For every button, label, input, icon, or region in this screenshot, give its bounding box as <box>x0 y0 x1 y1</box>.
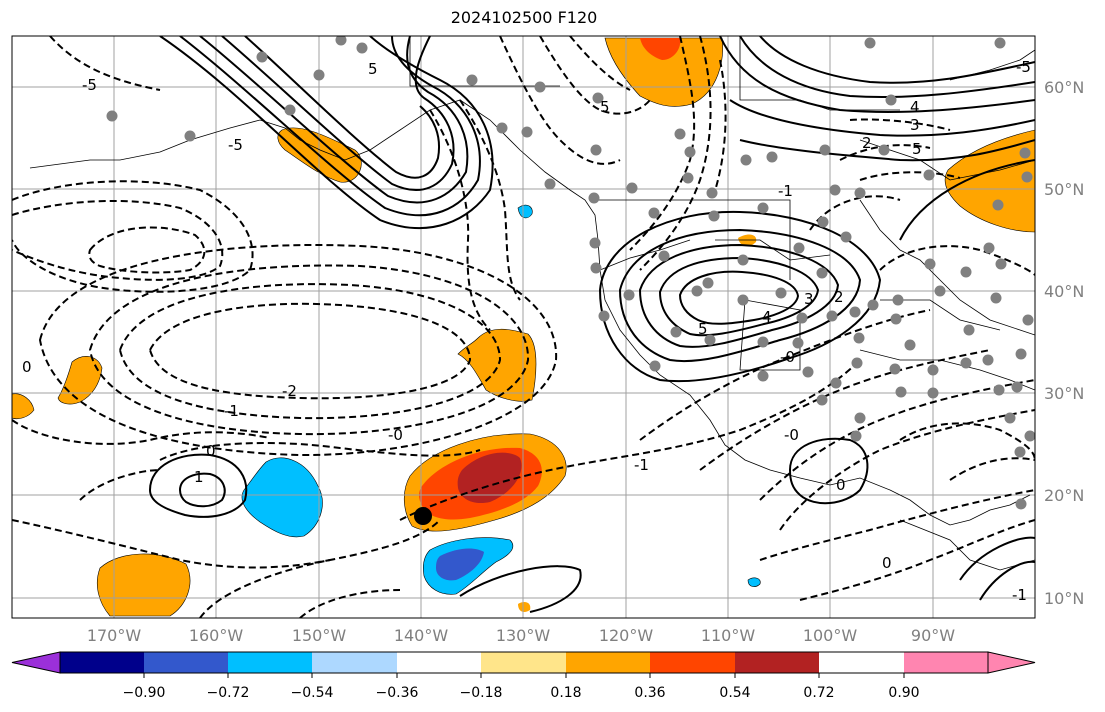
colorbar-swatch <box>650 652 735 673</box>
storm-center-marker <box>414 507 432 525</box>
lat-label: 40°N <box>1044 282 1084 301</box>
contour-label: 0 <box>836 476 846 494</box>
contour-label: 5 <box>912 140 922 158</box>
contour-label: 1 <box>194 468 204 486</box>
lon-label: 90°W <box>911 626 955 645</box>
contour-label: 5 <box>368 60 378 78</box>
contour-label: -0 <box>388 426 403 444</box>
lon-label: 140°W <box>394 626 449 645</box>
colorbar-tick-label: 0.72 <box>803 685 834 701</box>
lat-label: 30°N <box>1044 384 1084 403</box>
colorbar-swatch <box>228 652 312 673</box>
lon-label: 130°W <box>496 626 551 645</box>
colorbar-swatch <box>735 652 819 673</box>
contour-label: -2 <box>282 382 297 400</box>
colorbar-ticks <box>143 673 905 678</box>
lon-label: 160°W <box>189 626 244 645</box>
latitude-labels: 60°N 50°N 40°N 30°N 20°N 10°N <box>1044 78 1084 608</box>
contour-label: 4 <box>762 308 772 326</box>
contour-label: -5 <box>1016 58 1031 76</box>
contour-label: 0 <box>206 442 216 460</box>
colorbar-swatch <box>312 652 397 673</box>
colorbar-frame <box>59 651 989 674</box>
colorbar-swatches <box>11 651 1036 674</box>
lon-label: 170°W <box>87 626 142 645</box>
colorbar-tick-label: −0.36 <box>376 685 419 701</box>
contour-label: -1 <box>634 456 649 474</box>
positive-shading-east <box>944 129 1035 233</box>
contour-label: 0 <box>22 358 32 376</box>
positive-shading-south <box>97 553 191 617</box>
contour-label: 2 <box>834 288 844 306</box>
contour-label: 5 <box>600 98 610 116</box>
colorbar-swatch <box>144 652 228 673</box>
positive-shading-tiny <box>518 602 531 612</box>
positive-shading-north-core <box>640 38 681 60</box>
colorbar-tick-label: 0.90 <box>888 685 919 701</box>
lat-label: 20°N <box>1044 486 1084 505</box>
contour-label-group: -5 5 5 -5 3 2 5 4 -2 -1 -0 0 1 -1 -0 0 -… <box>22 58 1031 604</box>
map-frame <box>11 35 1036 619</box>
contour-label: 4 <box>910 98 920 116</box>
lon-label: 100°W <box>803 626 858 645</box>
negative-shading-south-mid <box>436 548 484 581</box>
positive-shading-far-west <box>12 393 35 420</box>
colorbar-tick-label: −0.54 <box>291 685 334 701</box>
negative-shading-hawaii <box>241 457 323 538</box>
longitude-labels: 170°W 160°W 150°W 140°W 130°W 120°W 110°… <box>87 626 955 645</box>
lat-label: 50°N <box>1044 180 1084 199</box>
colorbar: −0.90 −0.72 −0.54 −0.36 −0.18 0.18 0.36 … <box>11 651 1036 701</box>
colorbar-swatch <box>481 652 566 673</box>
colorbar-extend-max <box>987 651 1036 674</box>
contour-label: -5 <box>82 76 97 94</box>
contour-label: -1 <box>1012 586 1027 604</box>
contour-label: -5 <box>228 136 243 154</box>
contour-label: -1 <box>778 182 793 200</box>
map-title: 2024102500 F120 <box>450 8 598 27</box>
colorbar-tick-label: 0.36 <box>634 685 665 701</box>
contour-label: 5 <box>698 320 708 338</box>
colorbar-swatch <box>60 652 144 673</box>
lon-label: 150°W <box>292 626 347 645</box>
colorbar-swatch <box>397 652 481 673</box>
colorbar-extend-min <box>11 651 61 674</box>
contour-label: 2 <box>862 134 872 152</box>
colorbar-tick-label: −0.72 <box>207 685 250 701</box>
positive-shading-mid <box>457 328 537 402</box>
colorbar-tick-label: 0.54 <box>719 685 750 701</box>
contour-label: -0 <box>780 348 795 366</box>
negative-shading-small <box>517 204 533 219</box>
contour-label: 3 <box>804 290 814 308</box>
contour-label: -0 <box>784 426 799 444</box>
lon-label: 110°W <box>701 626 756 645</box>
colorbar-tick-label: −0.90 <box>123 685 166 701</box>
contour-label: -1 <box>224 402 239 420</box>
negative-shading-tiny <box>747 577 761 587</box>
contour-label: 3 <box>910 116 920 134</box>
colorbar-swatch <box>904 652 988 673</box>
colorbar-tick-label: 0.18 <box>550 685 581 701</box>
graticule <box>12 36 1035 618</box>
contour-label: 0 <box>882 554 892 572</box>
lat-label: 10°N <box>1044 589 1084 608</box>
height-anomaly-contours <box>12 36 1035 618</box>
shaded-anomaly-fields <box>12 37 1035 617</box>
colorbar-swatch <box>566 652 650 673</box>
colorbar-tick-label: −0.18 <box>460 685 503 701</box>
lat-label: 60°N <box>1044 78 1084 97</box>
lon-label: 120°W <box>599 626 654 645</box>
positive-shading-west <box>57 356 103 405</box>
station-markers <box>106 36 1035 510</box>
